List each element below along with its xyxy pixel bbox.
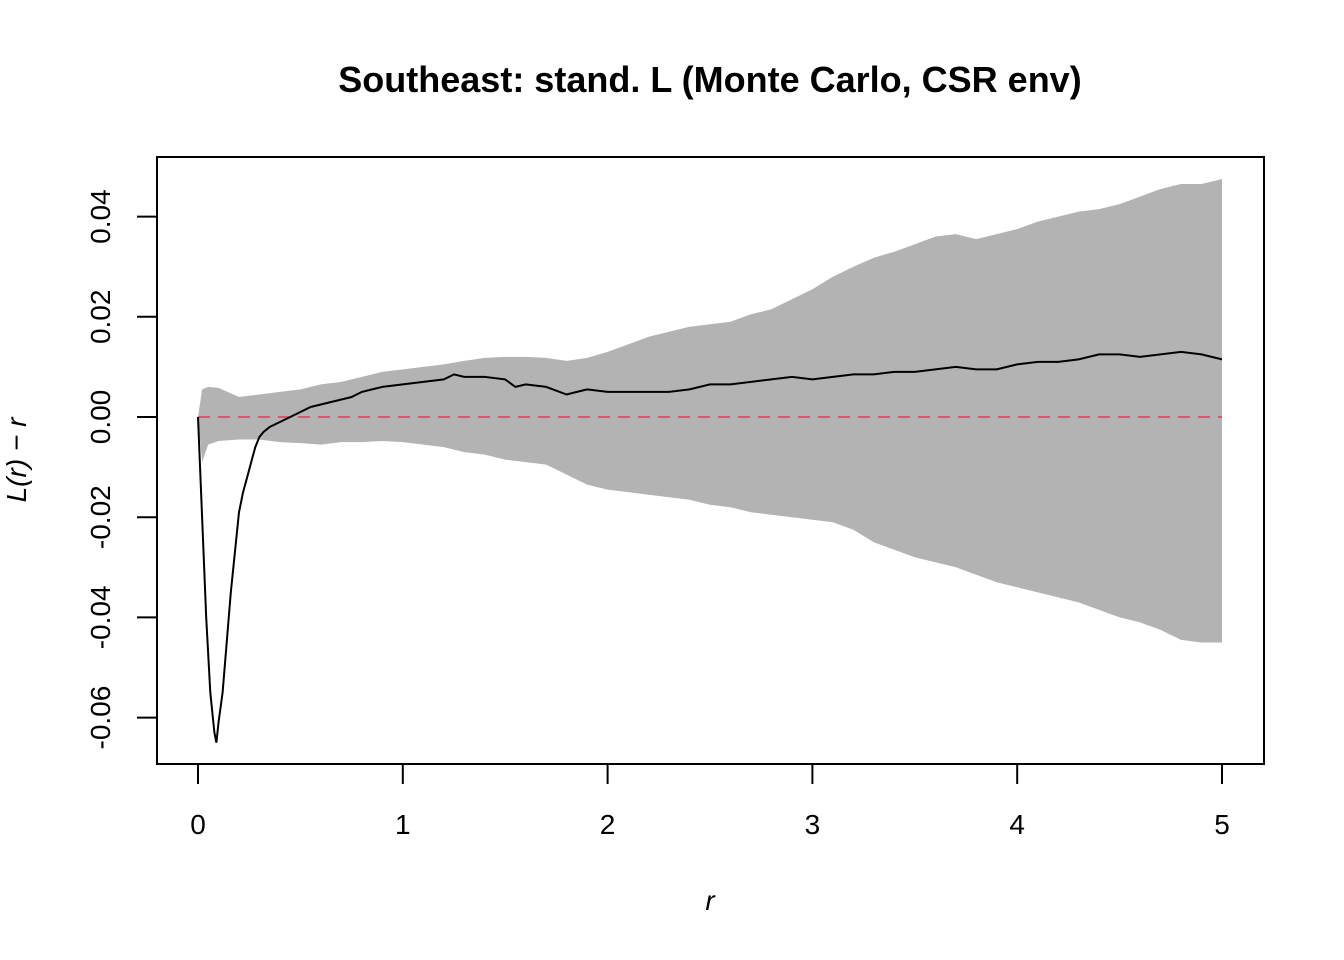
chart-title: Southeast: stand. L (Monte Carlo, CSR en…	[338, 59, 1081, 100]
envelope-band	[198, 179, 1222, 643]
x-tick-label: 5	[1214, 809, 1230, 840]
y-tick-label: -0.02	[85, 485, 116, 549]
x-tick-label: 2	[600, 809, 616, 840]
x-tick-label: 3	[805, 809, 821, 840]
x-axis: 0 1 2 3 4 5	[190, 763, 1230, 840]
y-tick-label: -0.04	[85, 585, 116, 649]
y-axis: -0.06 -0.04 -0.02 0.00 0.02 0.04	[85, 189, 158, 750]
y-tick-label: 0.00	[85, 390, 116, 445]
plot-area	[197, 179, 1223, 743]
x-axis-label: r	[705, 885, 716, 916]
x-tick-label: 4	[1009, 809, 1025, 840]
y-tick-label: 0.02	[85, 290, 116, 345]
observed-line	[197, 350, 1223, 743]
y-axis-label: L(r) − r	[1, 416, 32, 502]
y-tick-label: 0.04	[85, 189, 116, 244]
x-tick-label: 0	[190, 809, 206, 840]
y-tick-label: -0.06	[85, 686, 116, 750]
x-tick-label: 1	[395, 809, 411, 840]
